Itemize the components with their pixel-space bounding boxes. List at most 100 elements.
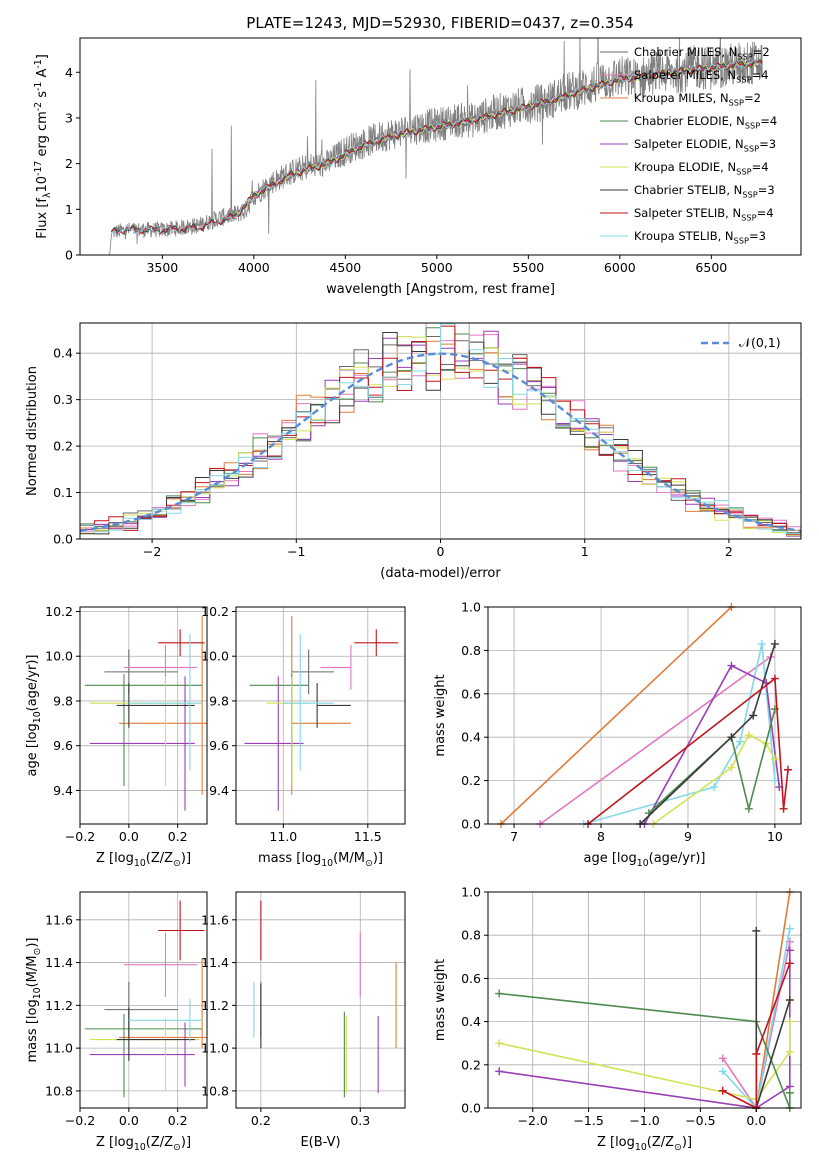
- x-axis-label: wavelength [Angstrom, rest frame]: [326, 282, 555, 297]
- y-tick-label: 11.2: [201, 998, 229, 1013]
- y-axis-label: age [log10(age/yr)]: [25, 655, 43, 777]
- x-tick-label: 0.2: [168, 829, 188, 844]
- weight-marker: [736, 737, 745, 746]
- observed-spectrum-line: [109, 38, 763, 255]
- errorbar-point: [89, 1022, 195, 1087]
- weight-line: [643, 664, 781, 825]
- weight-marker: [785, 946, 794, 955]
- errorbar-point: [291, 649, 335, 695]
- errorbar-point: [119, 615, 207, 795]
- weight-marker: [770, 776, 779, 785]
- x-tick-label: −0.2: [65, 1113, 95, 1128]
- x-tick-label: 0.2: [251, 1113, 271, 1128]
- y-tick-label: 0: [65, 248, 73, 263]
- weight-marker: [744, 804, 753, 813]
- weight-marker: [783, 765, 792, 774]
- y-tick-label: 9.8: [209, 693, 229, 708]
- y-axis-label: mass weight: [433, 959, 448, 1041]
- figure-title: PLATE=1243, MJD=52930, FIBERID=0437, z=0…: [246, 14, 633, 32]
- errorbar-point: [158, 629, 205, 657]
- weight-marker: [770, 754, 779, 763]
- weight-vs-age-plot: [497, 603, 792, 828]
- x-tick-label: −2.0: [518, 1113, 548, 1128]
- x-tick-label: 3500: [146, 260, 178, 275]
- errorbar-point: [128, 998, 203, 1042]
- model-spectrum-line: [235, 59, 763, 214]
- axes-frame: [235, 606, 406, 825]
- legend-label: Salpeter MILES, NSSP=4: [634, 68, 769, 84]
- x-tick-label: 0.2: [168, 1113, 188, 1128]
- x-tick-label: 9: [684, 829, 692, 844]
- y-axis-label: Normed distribution: [25, 366, 40, 496]
- weight-vs-Z-frame: −2.0 −1.5 −1.0 −0.5 0.0 0.0 0.2 0.4 0.6 0.8 1.0 Z […: [433, 885, 802, 1153]
- x-tick-label: −0.2: [65, 829, 95, 844]
- errorbar-point: [158, 900, 205, 961]
- legend-label: 𝒩(0,1): [739, 335, 781, 350]
- y-tick-label: 0.4: [461, 730, 481, 745]
- x-axis-label: Z [log10(Z/Z⊙)]: [597, 1135, 692, 1153]
- x-tick-label: 0: [437, 544, 445, 559]
- weight-marker: [779, 804, 788, 813]
- weight-line: [648, 708, 776, 814]
- x-tick-label: 7: [510, 829, 518, 844]
- y-tick-label: 10.2: [45, 604, 73, 619]
- y-tick-label: 0.3: [53, 392, 73, 407]
- gaussian-curve: [80, 352, 801, 533]
- x-tick-label: −0.5: [685, 1113, 715, 1128]
- y-tick-label: 11.6: [201, 912, 229, 927]
- y-tick-label: 0.2: [461, 773, 481, 788]
- weight-marker: [749, 711, 758, 720]
- weight-marker: [495, 989, 504, 998]
- mass-vs-Z-frame: −0.2 0.0 0.2 10.8 11.0 11.2 11.4 11.6 Z [log10(Z…: [25, 891, 208, 1153]
- y-tick-label: 0.1: [53, 485, 73, 500]
- x-axis-label: Z [log10(Z/Z⊙)]: [96, 1135, 191, 1153]
- errorbar-point: [320, 645, 352, 690]
- weight-marker: [770, 674, 779, 683]
- y-tick-label: 9.6: [209, 738, 229, 753]
- y-axis-label: Flux [fλ10-17 erg cm-2 s-1 A-1]: [33, 54, 53, 239]
- weight-marker: [785, 924, 794, 933]
- y-axis-label: mass weight: [433, 674, 448, 756]
- errorbar-point: [84, 674, 203, 786]
- x-tick-label: −1: [287, 544, 305, 559]
- axes-frame: [235, 891, 406, 1109]
- histogram-step: [80, 323, 801, 538]
- weight-marker: [718, 1086, 727, 1095]
- y-tick-label: 2: [65, 156, 73, 171]
- spectrum-plot: [109, 38, 763, 255]
- y-tick-label: 0.4: [53, 346, 73, 361]
- legend-label: Kroupa STELIB, NSSP=3: [634, 229, 766, 245]
- y-tick-label: 0.0: [53, 532, 73, 547]
- weight-line: [639, 643, 776, 825]
- x-tick-label: 2: [725, 544, 733, 559]
- weight-marker: [710, 783, 719, 792]
- errorbar-point: [244, 676, 304, 811]
- weight-marker: [752, 1050, 761, 1058]
- x-axis-label: Z [log10(Z/Z⊙)]: [96, 851, 191, 869]
- weight-line: [499, 992, 791, 1109]
- x-tick-label: 5000: [421, 260, 453, 275]
- weight-marker: [718, 1054, 727, 1063]
- y-tick-label: 11.4: [201, 955, 229, 970]
- y-tick-label: 1: [65, 202, 73, 217]
- model-spectrum-line: [110, 59, 763, 236]
- mass-vs-EBV-plot: [253, 900, 397, 1098]
- y-tick-label: 11.6: [45, 912, 73, 927]
- weight-line: [499, 1021, 791, 1101]
- y-tick-label: 9.6: [53, 738, 73, 753]
- weight-marker: [744, 731, 753, 740]
- legend-label: Kroupa ELODIE, NSSP=4: [634, 160, 769, 176]
- x-tick-label: 1: [581, 544, 589, 559]
- y-tick-label: 0.6: [461, 686, 481, 701]
- y-axis-label: mass [log10(M/M⊙)]: [25, 938, 43, 1063]
- errorbar-point: [283, 633, 335, 771]
- axes-frame: [79, 606, 208, 825]
- legend-label: Kroupa MILES, NSSP=2: [634, 91, 761, 107]
- y-tick-label: 1.0: [461, 885, 481, 900]
- x-axis-label: mass [log10(M/M⊙)]: [258, 851, 383, 869]
- weight-marker: [785, 1047, 794, 1056]
- y-tick-label: 0.8: [461, 643, 481, 658]
- age-vs-mass-plot: [244, 615, 399, 811]
- weight-marker: [718, 1067, 727, 1076]
